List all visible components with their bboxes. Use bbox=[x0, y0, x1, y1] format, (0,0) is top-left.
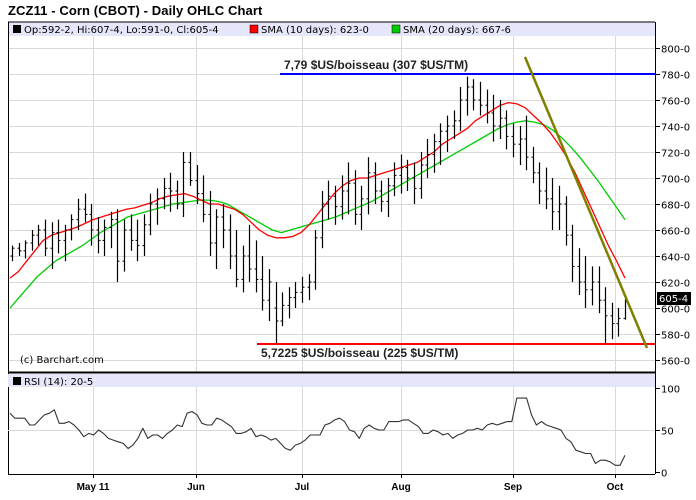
sma20-legend-text: SMA (20 days): 667-6 bbox=[403, 25, 511, 36]
month-tick-label: Jul bbox=[295, 482, 310, 493]
price-tick-label: 780-0 bbox=[661, 71, 690, 82]
ohlc-bars bbox=[10, 76, 628, 345]
month-tick-label: Oct bbox=[607, 482, 624, 493]
rsi-tick-label: 100 bbox=[661, 385, 680, 396]
price-tick-label: 720-0 bbox=[661, 149, 690, 160]
month-tick-label: Sep bbox=[504, 482, 522, 493]
ohlc-legend-text: Op:592-2, Hi:607-4, Lo:591-0, Cl:605-4 bbox=[24, 25, 219, 36]
last-price-text: 605-4 bbox=[659, 294, 688, 305]
price-tick-label: 760-0 bbox=[661, 97, 690, 108]
price-tick-label: 680-0 bbox=[661, 201, 690, 212]
rsi-legend-swatch bbox=[13, 377, 21, 385]
rsi-legend-band bbox=[8, 374, 655, 387]
price-legend-band bbox=[8, 22, 655, 36]
price-tick-label: 800-0 bbox=[661, 45, 690, 56]
price-tick-label: 660-0 bbox=[661, 227, 690, 238]
price-tick-label: 600-0 bbox=[661, 305, 690, 316]
sma10-legend-text: SMA (10 days): 623-0 bbox=[261, 25, 369, 36]
last-price-tag bbox=[657, 292, 691, 305]
price-tick-label: 580-0 bbox=[661, 331, 690, 342]
rsi-tick-label: 0 bbox=[661, 469, 667, 480]
sma20-legend-swatch bbox=[391, 24, 401, 34]
price-tick-label: 560-0 bbox=[661, 357, 690, 368]
price-tick-label: 700-0 bbox=[661, 175, 690, 186]
chart-title: ZCZ11 - Corn (CBOT) - Daily OHLC Chart bbox=[8, 3, 263, 18]
rsi-line bbox=[9, 397, 626, 466]
support-label: 5,7225 $US/boisseau (225 $US/TM) bbox=[261, 346, 458, 360]
rsi-panel: RSI (14): 20-5 0 50 100 bbox=[8, 374, 680, 480]
price-panel: Op:592-2, Hi:607-4, Lo:591-0, Cl:605-4 S… bbox=[8, 21, 691, 474]
month-gridlines bbox=[93, 36, 616, 372]
rsi-tick-label: 50 bbox=[661, 427, 674, 438]
ohlc-legend-swatch bbox=[13, 25, 21, 33]
month-tick-label: May 11 bbox=[77, 482, 110, 493]
rsi-axis: 0 50 100 bbox=[655, 385, 680, 480]
sma10-line bbox=[9, 101, 626, 279]
rsi-legend-text: RSI (14): 20-5 bbox=[24, 377, 93, 388]
price-tick-label: 640-0 bbox=[661, 253, 690, 264]
copyright-label: (c) Barchart.com bbox=[20, 355, 104, 366]
price-tick-label: 620-0 bbox=[661, 279, 690, 290]
month-tick-label: Aug bbox=[391, 482, 410, 493]
price-axis: 560-0 580-0 600-0 620-0 640-0 660-0 680-0 700-0… bbox=[655, 45, 690, 368]
x-axis: May 11 Jun Jul Aug Sep Oct bbox=[77, 474, 624, 493]
month-tick-label: Jun bbox=[187, 482, 205, 493]
downtrend-line bbox=[523, 56, 649, 349]
sma10-legend-swatch bbox=[249, 24, 259, 34]
sma20-line bbox=[9, 120, 626, 309]
price-tick-label: 740-0 bbox=[661, 123, 690, 134]
resistance-label: 7,79 $US/boisseau (307 $US/TM) bbox=[284, 58, 468, 72]
rsi-gridlines bbox=[8, 387, 655, 474]
